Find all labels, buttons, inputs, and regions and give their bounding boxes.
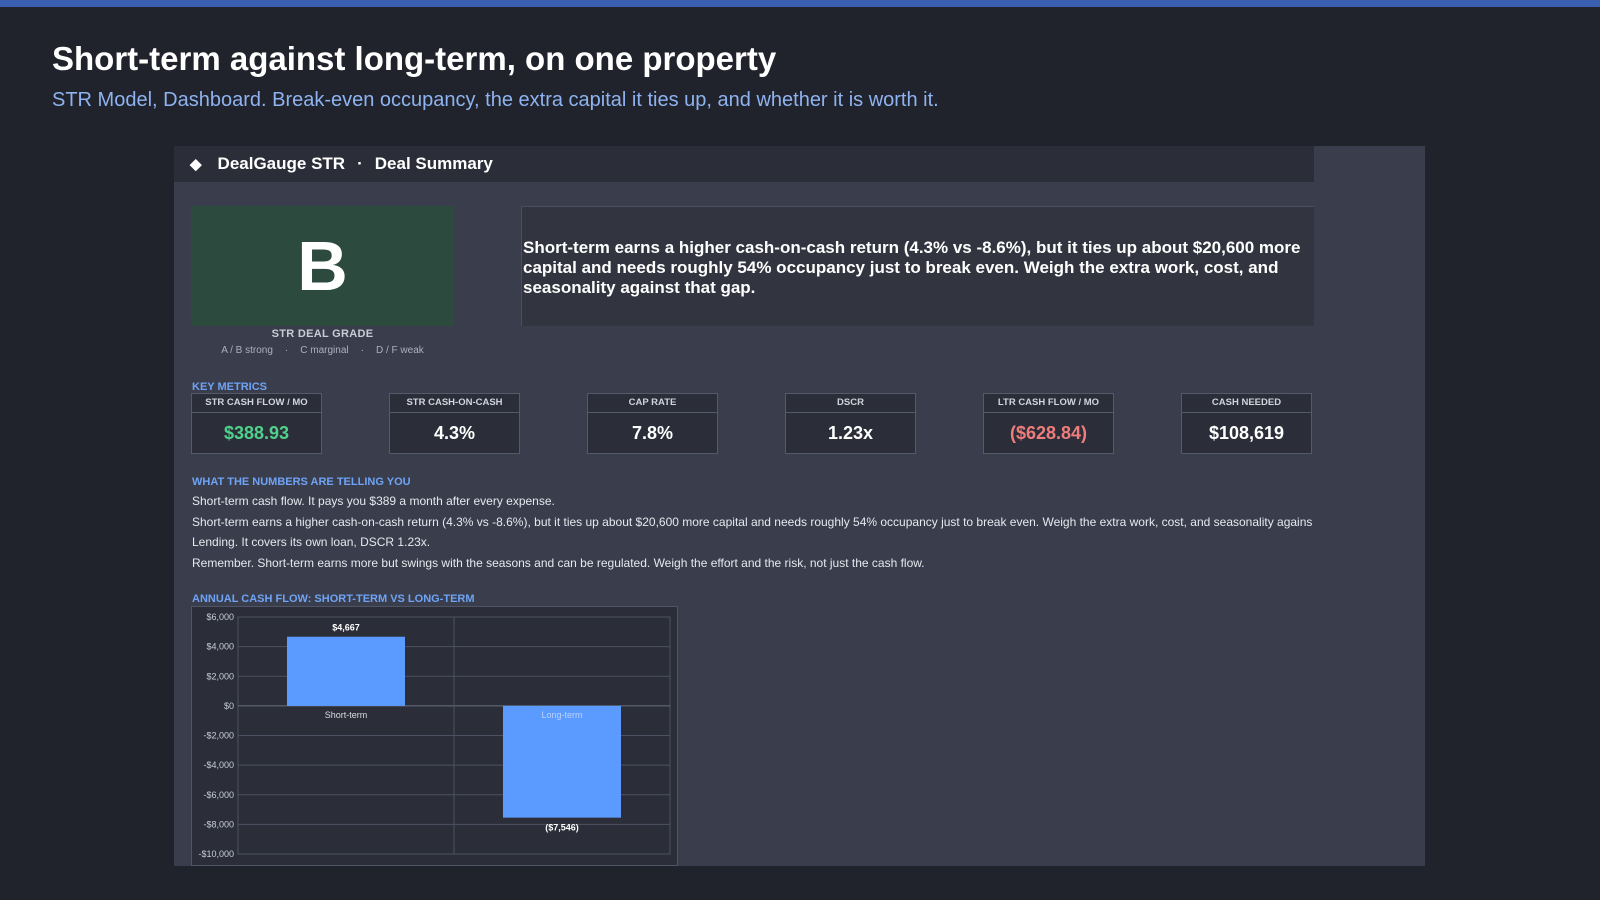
y-tick-label: $2,000 (206, 671, 234, 681)
header-separator: · (357, 154, 363, 173)
metric-value: $388.93 (223, 423, 290, 443)
metric-card-dscr: DSCR 1.23x (785, 393, 916, 454)
metric-card-ltr-cash-flow: LTR CASH FLOW / MO ($628.84) (983, 393, 1114, 454)
metric-value: 1.23x (827, 423, 874, 443)
y-tick-label: -$4,000 (203, 760, 234, 770)
y-tick-label: -$6,000 (203, 790, 234, 800)
insight-line: Lending. It covers its own loan, DSCR 1.… (192, 535, 431, 549)
metric-value: ($628.84) (1009, 423, 1088, 443)
insights-list: Short-term cash flow. It pays you $389 a… (192, 491, 1312, 573)
y-tick-label: -$8,000 (203, 819, 234, 829)
deal-summary-text: Short-term earns a higher cash-on-cash r… (521, 206, 1314, 326)
metric-card-cash-needed: CASH NEEDED $108,619 (1181, 393, 1312, 454)
bar-data-label: $4,667 (332, 623, 360, 633)
metric-card-cap-rate: CAP RATE 7.8% (587, 393, 718, 454)
page-title: Short-term against long-term, on one pro… (52, 40, 777, 77)
metric-label: CASH NEEDED (1182, 394, 1311, 413)
insight-line: Short-term earns a higher cash-on-cash r… (192, 514, 1312, 529)
deal-grade-letter: B (297, 227, 348, 305)
metric-card-str-cash-on-cash: STR CASH-ON-CASH 4.3% (389, 393, 520, 454)
chart-label: ANNUAL CASH FLOW: SHORT-TERM VS LONG-TER… (192, 593, 475, 605)
diamond-icon: ◆ (190, 156, 202, 173)
dashboard-sheet: ◆ DealGauge STR · Deal Summary B STR DEA… (174, 146, 1425, 866)
sheet-header: ◆ DealGauge STR · Deal Summary (174, 146, 1314, 182)
grade-legend-separator: · (360, 345, 364, 356)
y-tick-label: $4,000 (206, 642, 234, 652)
page-subtitle: STR Model, Dashboard. Break-even occupan… (52, 89, 939, 111)
grade-legend-weak: D / F weak (375, 345, 424, 356)
metric-value: 7.8% (631, 423, 674, 443)
x-category-label: Long-term (541, 710, 582, 720)
metric-value: 4.3% (433, 423, 476, 443)
metric-card-str-cash-flow: STR CASH FLOW / MO $388.93 (191, 393, 322, 454)
metric-label: STR CASH-ON-CASH (390, 394, 519, 413)
x-category-label: Short-term (325, 710, 368, 720)
y-tick-label: -$10,000 (198, 849, 234, 859)
y-tick-label: -$2,000 (203, 731, 234, 741)
chart-bar (503, 705, 621, 818)
insight-line: Remember. Short-term earns more but swin… (192, 555, 925, 570)
metric-value: $108,619 (1208, 423, 1285, 443)
cash-flow-chart-svg: $6,000 $4,000 $2,000 $0 -$2,000 -$4,000 -$6,00… (198, 612, 671, 859)
metric-label: STR CASH FLOW / MO (192, 394, 321, 413)
insights-label: WHAT THE NUMBERS ARE TELLING YOU (192, 476, 411, 488)
metric-label: CAP RATE (588, 394, 717, 413)
bar-data-label: ($7,546) (545, 823, 579, 833)
deal-grade-legend: A / B strong · C marginal · D / F weak (191, 345, 454, 356)
top-accent-bar (0, 0, 1600, 7)
section-name: Deal Summary (374, 154, 493, 173)
grade-legend-marginal: C marginal (300, 345, 349, 356)
y-tick-label: $0 (224, 701, 234, 711)
cash-flow-chart: $6,000 $4,000 $2,000 $0 -$2,000 -$4,000 -$6,00… (191, 606, 678, 866)
insight-line: Short-term cash flow. It pays you $389 a… (192, 494, 555, 508)
grade-legend-separator: · (284, 345, 289, 356)
y-tick-label: $6,000 (206, 612, 234, 622)
app-name: DealGauge STR (217, 154, 346, 173)
metric-label: LTR CASH FLOW / MO (984, 394, 1113, 413)
metric-label: DSCR (786, 394, 915, 413)
grade-legend-strong: A / B strong (221, 345, 273, 356)
deal-grade-box: B (191, 206, 454, 326)
key-metrics-label: KEY METRICS (192, 381, 267, 393)
deal-grade-caption: STR DEAL GRADE (271, 328, 374, 340)
chart-bar (287, 636, 405, 706)
